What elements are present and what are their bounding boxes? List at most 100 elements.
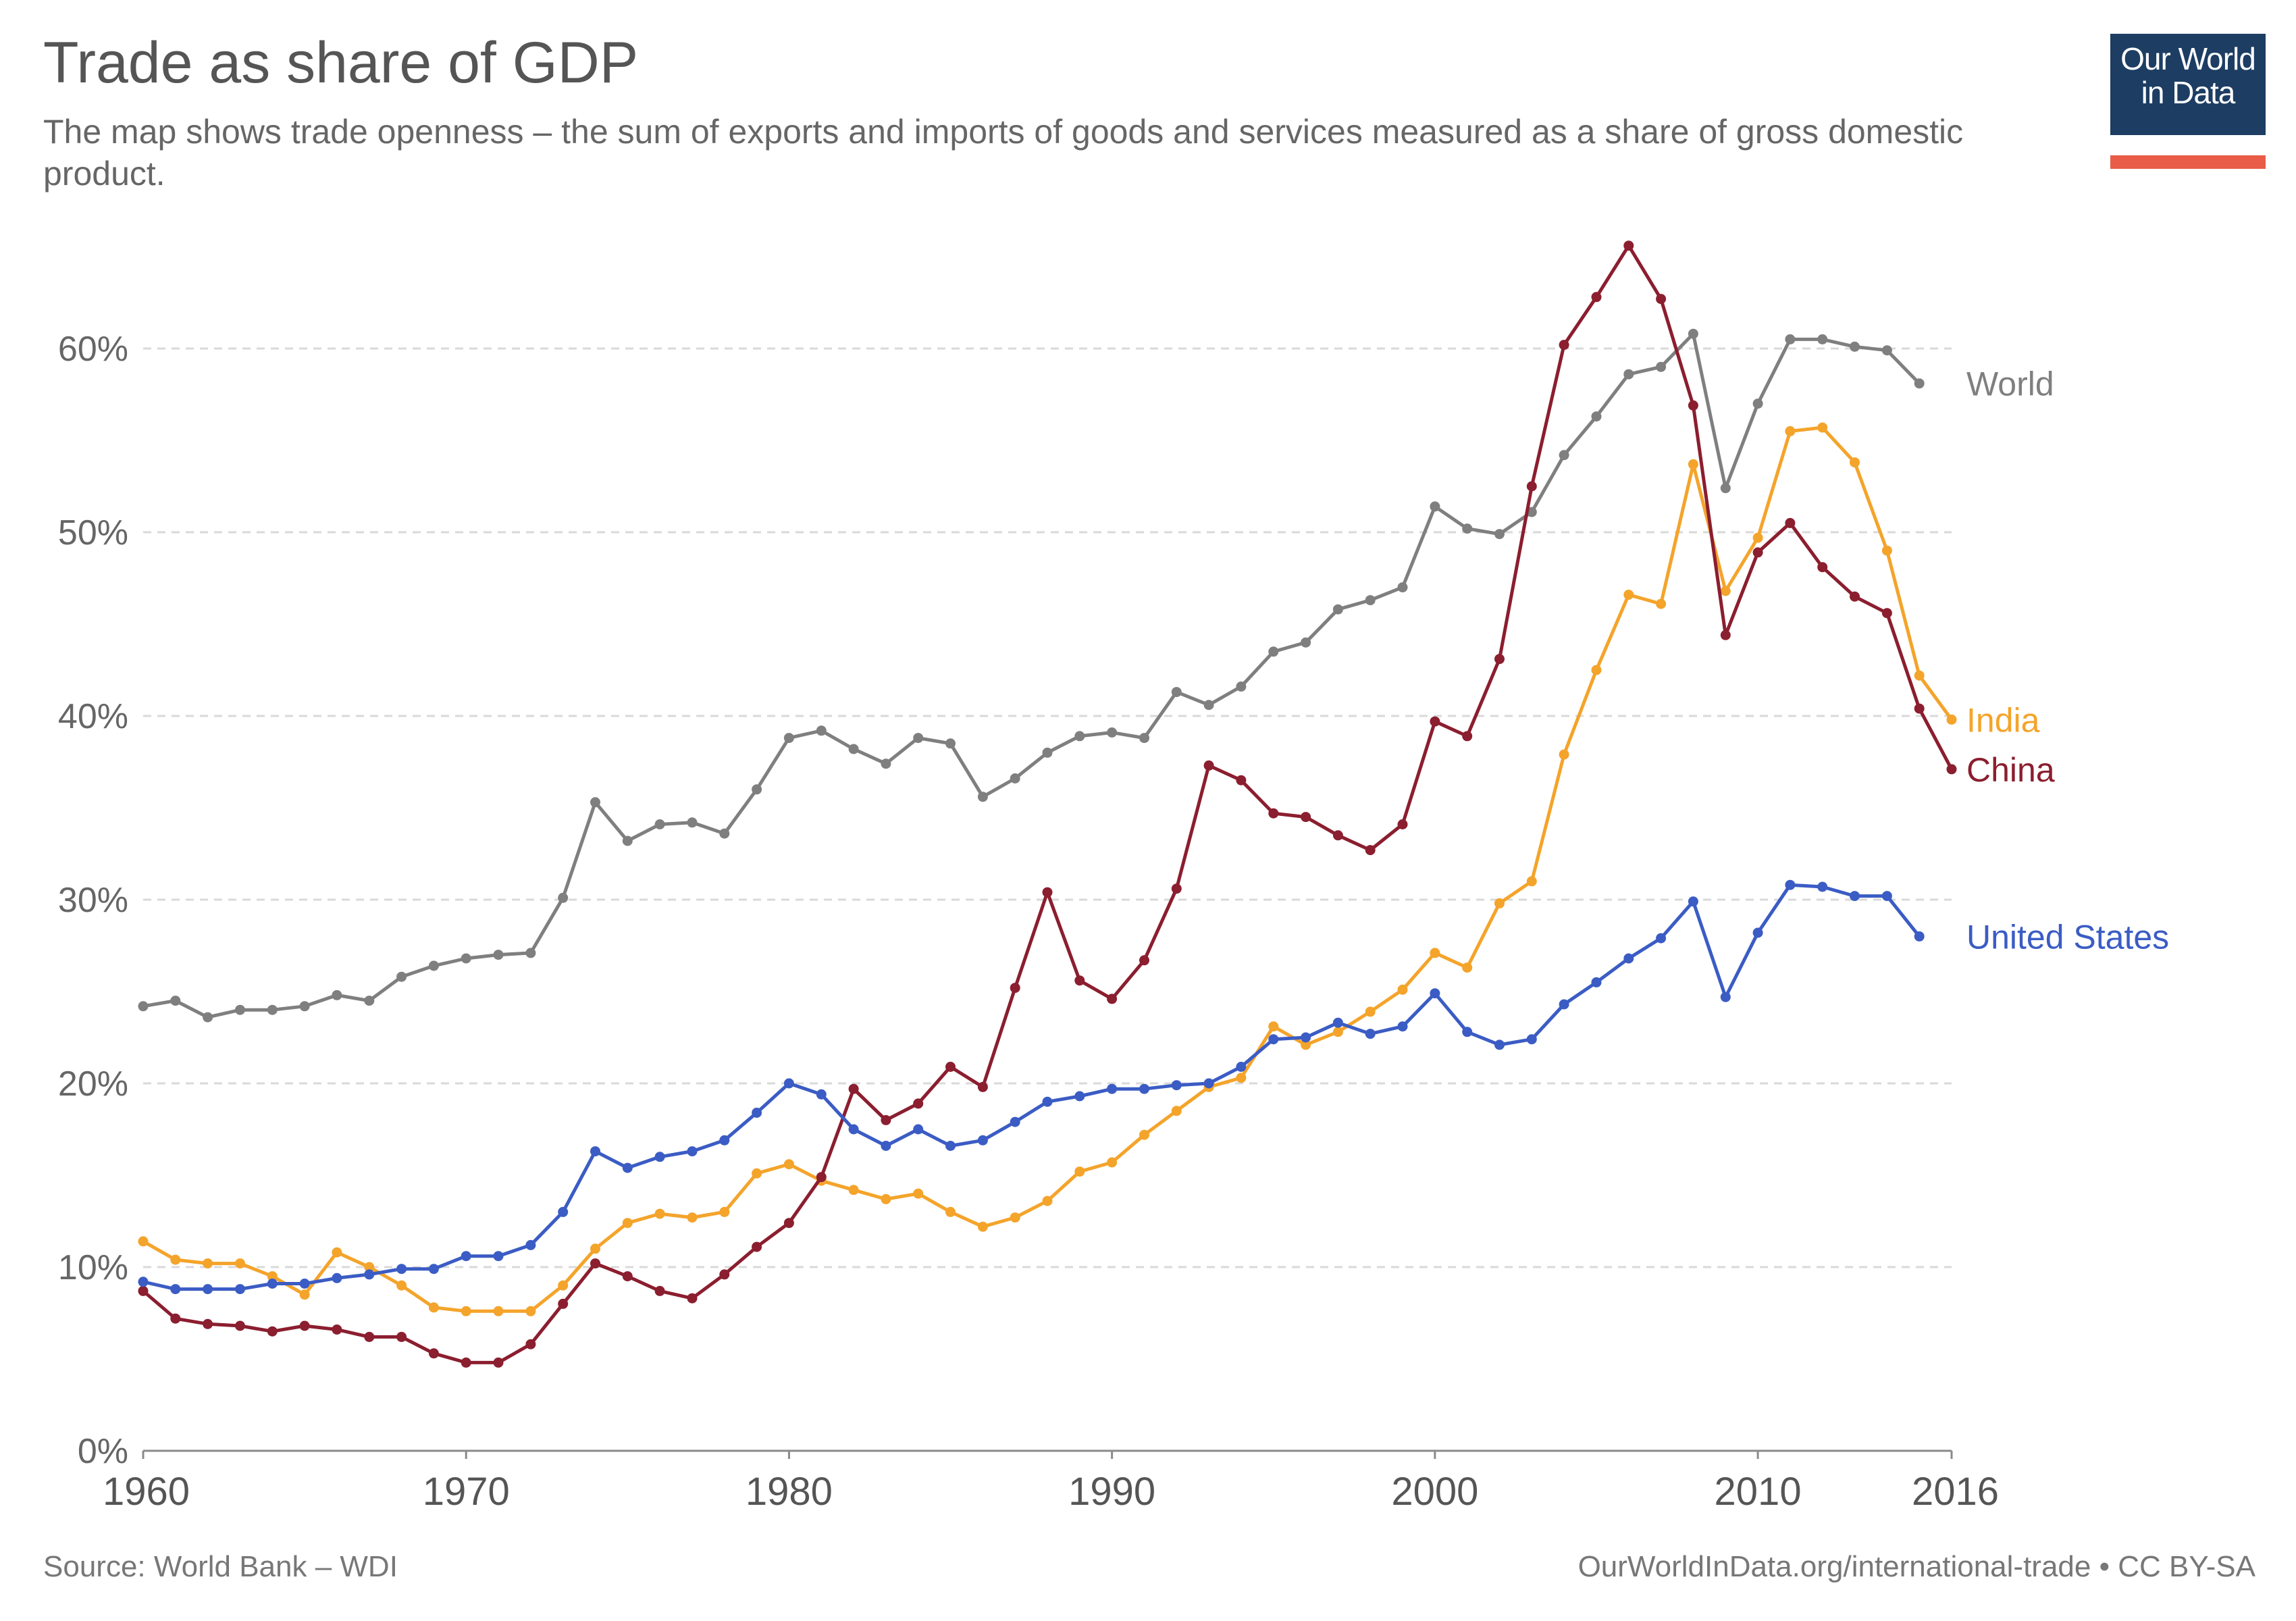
data-point (364, 1262, 375, 1272)
data-point (1203, 760, 1214, 771)
data-point (1430, 988, 1440, 999)
data-point (1042, 747, 1053, 758)
data-point (461, 953, 471, 964)
data-point (1785, 879, 1796, 890)
data-point (396, 1264, 407, 1275)
data-point (1785, 426, 1796, 436)
data-point (1850, 591, 1860, 602)
page-title: Trade as share of GDP (43, 30, 639, 95)
data-point (1074, 975, 1085, 986)
data-point (1268, 808, 1279, 819)
data-point (1268, 646, 1279, 657)
data-point (719, 1135, 730, 1146)
grid-layer (143, 347, 1952, 1268)
data-point (267, 1279, 278, 1289)
data-point (881, 1114, 891, 1125)
data-point (1559, 340, 1569, 351)
data-point (913, 1098, 924, 1109)
data-point (687, 1146, 698, 1157)
data-point (1139, 955, 1149, 966)
data-point (1365, 845, 1376, 856)
data-point (1236, 1062, 1247, 1072)
data-point (332, 989, 342, 1000)
data-point (1203, 1078, 1214, 1089)
data-point (138, 1001, 149, 1012)
series-world (138, 328, 1925, 1023)
data-point (428, 1348, 439, 1359)
data-point (1720, 483, 1731, 494)
data-point (654, 1152, 665, 1162)
data-point (752, 784, 762, 795)
data-point (1752, 532, 1763, 543)
data-point (752, 1241, 762, 1252)
data-point (299, 1279, 310, 1289)
data-point (235, 1004, 245, 1015)
y-tick-label: 20% (58, 1064, 128, 1104)
data-point (428, 1302, 439, 1313)
data-point (1656, 361, 1667, 372)
data-point (170, 1313, 181, 1324)
data-point (203, 1012, 213, 1023)
data-point (299, 1001, 310, 1012)
data-point (1526, 1034, 1537, 1045)
data-point (783, 1218, 794, 1229)
data-point (1332, 830, 1343, 841)
data-point (396, 1331, 407, 1342)
data-point (1236, 1073, 1247, 1083)
data-point (1656, 598, 1667, 609)
data-point (977, 1221, 988, 1232)
data-point (299, 1289, 310, 1300)
data-point (913, 1124, 924, 1135)
data-point (1881, 608, 1892, 619)
data-point (332, 1247, 342, 1258)
data-point (1817, 881, 1828, 892)
data-point (719, 1206, 730, 1217)
data-point (1720, 992, 1731, 1002)
data-point (654, 819, 665, 829)
y-tick-label: 60% (58, 330, 128, 369)
data-point (1042, 887, 1053, 898)
series-label: India (1966, 701, 2040, 739)
data-point (945, 738, 956, 749)
data-point (396, 1280, 407, 1291)
data-point (1236, 681, 1247, 692)
data-point (687, 817, 698, 828)
data-point (1010, 1116, 1020, 1127)
data-point (1139, 1129, 1149, 1140)
series-united-states (138, 879, 1925, 1295)
data-point (1332, 1017, 1343, 1028)
data-point (1752, 927, 1763, 938)
data-point (1688, 400, 1698, 411)
credit-link[interactable]: OurWorldInData.org/international-trade •… (1577, 1550, 2255, 1583)
x-tick-label: 1970 (423, 1470, 510, 1514)
data-point (1107, 994, 1118, 1004)
series-label: China (1966, 751, 2055, 789)
data-point (493, 1357, 504, 1368)
data-point (719, 828, 730, 839)
data-point (267, 1271, 278, 1282)
owid-logo[interactable]: Our World in Data (2110, 34, 2266, 169)
data-point (1332, 604, 1343, 615)
data-point (1881, 545, 1892, 556)
data-point (1301, 1032, 1311, 1043)
data-point (945, 1062, 956, 1072)
data-point (1365, 1006, 1376, 1017)
series-line (141, 883, 1921, 1291)
data-point (364, 1269, 375, 1280)
data-point (428, 1264, 439, 1275)
data-point (267, 1326, 278, 1337)
data-point (1850, 341, 1860, 352)
data-point (138, 1285, 149, 1296)
data-point (493, 1306, 504, 1316)
data-point (1720, 629, 1731, 640)
data-point (1785, 517, 1796, 528)
data-point (1817, 422, 1828, 433)
series-label: World (1966, 365, 2054, 403)
data-point (816, 1172, 827, 1183)
data-point (977, 1135, 988, 1146)
data-point (1430, 716, 1440, 727)
data-point (881, 1193, 891, 1204)
data-point (1397, 984, 1408, 995)
data-point (913, 733, 924, 744)
data-point (138, 1236, 149, 1247)
